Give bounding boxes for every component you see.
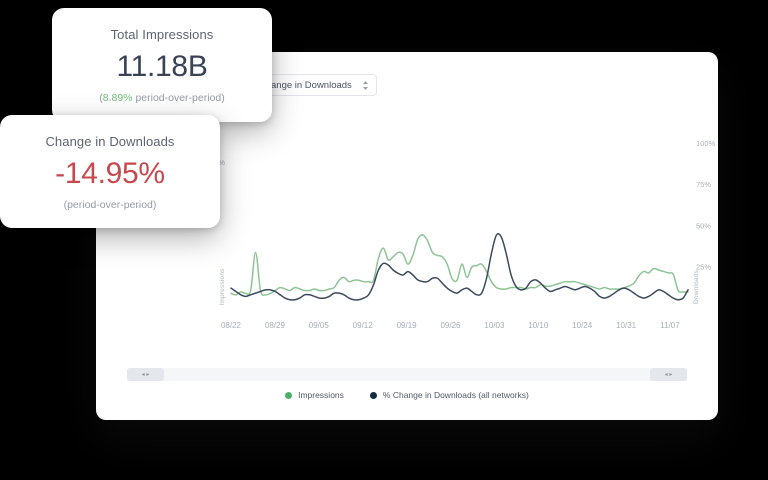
legend-label: % Change in Downloads (all networks) [382,390,529,400]
kpi-subtext: (period-over-period) [63,199,157,212]
x-axis-tick: 08/29 [265,321,286,330]
x-axis-tick: 08/22 [221,321,242,330]
legend-item[interactable]: % Change in Downloads (all networks) [369,390,529,400]
range-handle-left[interactable]: ◂ ▸ [127,368,164,381]
right-axis-title: Downloads [693,269,700,304]
chart-series-lines [230,233,689,301]
kpi-title: Change in Downloads [45,134,175,149]
kpi-card-change-in-downloads: Change in Downloads -14.95% (period-over… [0,115,220,228]
legend-color-dot-icon [285,391,293,399]
right-axis-tick: 75% [696,180,711,189]
range-handle-left-icons: ◂ ▸ [141,371,150,378]
left-axis-title: Impressions [219,268,226,306]
kpi-sub-period-label: period-over-period) [132,92,225,105]
range-handle-right-icons: ◂ ▸ [664,371,673,378]
kpi-title: Total Impressions [110,27,214,42]
x-axis-tick-labels: 08/22 08/29 09/05 09/12 09/19 09/26 10/03 10/10… [221,321,680,330]
kpi-sub-open-paren: ( [99,92,103,105]
x-axis-tick: 10/03 [484,321,505,330]
right-axis-ticks: 100% 75% 50% 25% [696,139,716,272]
chart-panel: ange in Downloads 100% 75% 50% 25% 100% Imp… [96,52,718,420]
legend-label: Impressions [298,390,344,400]
series-line [230,234,689,296]
kpi-card-total-impressions: Total Impressions 11.18B (8.89% period-o… [52,8,272,122]
right-axis-tick: 50% [696,221,711,230]
chart-legend: Impressions % Change in Downloads (all ne… [96,390,718,400]
metric-select-dropdown[interactable]: ange in Downloads [262,74,377,96]
chevron-up-down-icon [363,80,368,90]
x-axis-tick: 09/26 [440,321,461,330]
x-axis-tick: 10/10 [528,321,549,330]
metric-select-value: ange in Downloads [271,79,352,91]
kpi-value: -14.95% [55,157,165,190]
x-axis-tick: 09/19 [397,321,418,330]
right-axis-tick: 100% [696,139,716,148]
x-axis-tick: 10/24 [572,321,593,330]
x-axis-tick: 09/05 [309,321,330,330]
x-axis-tick: 09/12 [353,321,374,330]
right-axis-tick: 25% [696,263,711,272]
chart-range-scrollbar[interactable]: ◂ ▸ ◂ ▸ [127,368,687,381]
series-line [230,233,689,301]
range-handle-right[interactable]: ◂ ▸ [650,368,687,381]
kpi-value: 11.18B [116,50,208,83]
legend-color-dot-icon [369,391,377,399]
kpi-delta-value: 8.89% [102,92,133,105]
legend-item[interactable]: Impressions [285,390,344,400]
kpi-subtext: (8.89% period-over-period) [52,92,272,104]
x-axis-tick: 11/07 [660,321,680,330]
x-axis-tick: 10/31 [616,321,637,330]
